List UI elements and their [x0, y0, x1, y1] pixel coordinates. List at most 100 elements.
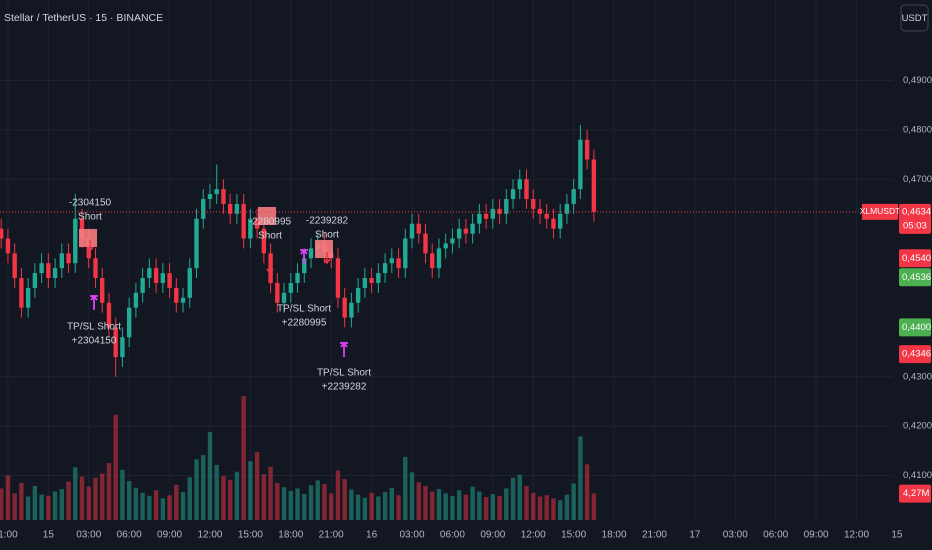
candle-body: [430, 253, 435, 269]
volume-bar: [382, 492, 388, 520]
candle-body: [355, 287, 361, 303]
volume-bar: [423, 485, 428, 520]
exit-text: TP/SL Short: [277, 304, 331, 315]
volume-bar: [207, 432, 213, 520]
volume-bar: [342, 479, 347, 520]
candle-body: [537, 208, 543, 214]
candle-body: [261, 228, 267, 254]
x-tick-label: 03:00: [400, 530, 425, 541]
volume-bar: [396, 495, 401, 520]
volume-bar: [315, 480, 320, 520]
volume-tag: [899, 484, 931, 503]
candle-body: [362, 278, 368, 288]
volume-bar: [281, 487, 287, 520]
volume-bar: [544, 495, 549, 520]
volume-bar: [248, 461, 253, 520]
volume-bar: [133, 487, 139, 520]
volume-bar: [221, 476, 226, 520]
candle-body: [59, 253, 65, 269]
currency-button-frame[interactable]: [900, 4, 929, 32]
x-tick-label: 16: [366, 530, 378, 541]
volume-bar: [578, 436, 583, 520]
candle-body: [79, 218, 85, 239]
candle-body: [510, 189, 516, 200]
volume-bar: [100, 473, 105, 520]
candle-body: [25, 287, 31, 308]
candle-body: [477, 213, 482, 224]
exit-label: +2280995: [282, 318, 327, 329]
y-tick-label: 0,4900: [903, 75, 932, 86]
x-tick-label: 09:00: [157, 530, 182, 541]
volume-bar: [524, 485, 529, 520]
volume-bar: [52, 491, 58, 520]
volume-bar: [450, 495, 455, 520]
entry-box: [79, 229, 97, 247]
price-tag-label: 0,4536: [902, 272, 931, 283]
candle-body: [517, 179, 522, 190]
candle-body: [591, 159, 597, 212]
candle-body: [423, 233, 428, 254]
symbol-tag: [862, 203, 898, 220]
volume-bar: [564, 494, 570, 520]
candle-body: [174, 287, 179, 303]
candle-body: [93, 258, 98, 279]
volume-bar: [537, 496, 543, 520]
y-tick-label: 0,4300: [903, 371, 932, 382]
currency-button[interactable]: USDT: [902, 13, 928, 24]
candle-body: [120, 337, 125, 358]
volume-bar: [531, 492, 536, 520]
x-tick-label: 17: [689, 530, 701, 541]
volume-bar: [355, 494, 361, 520]
volume-bar: [376, 496, 381, 520]
x-tick-label: 12:00: [197, 530, 222, 541]
volume-bar: [584, 464, 590, 520]
candle-body: [497, 208, 502, 214]
candle-body: [335, 258, 341, 298]
candle-body: [302, 258, 307, 274]
x-tick-label: 12:00: [844, 530, 869, 541]
x-tick-label: 09:00: [804, 530, 829, 541]
volume-bar: [12, 493, 17, 520]
entry-label: -2280995: [249, 217, 292, 228]
entry-text: Short: [315, 230, 339, 241]
candle-body: [524, 179, 529, 200]
candle-body: [126, 307, 132, 338]
candle-body: [106, 302, 112, 328]
volume-bar: [147, 495, 152, 520]
volume-bar: [322, 484, 327, 520]
candle-body: [180, 297, 186, 303]
volume-bar: [416, 482, 421, 520]
volume-bar: [66, 481, 71, 520]
volume-bar: [180, 492, 186, 520]
candle-body: [531, 199, 536, 209]
candle-body: [416, 223, 421, 234]
volume-bar: [275, 482, 280, 520]
candle-body: [295, 273, 300, 283]
candle-body: [504, 199, 509, 214]
volume-bar: [140, 492, 145, 520]
candle-body: [113, 327, 118, 358]
volume-bar: [261, 474, 267, 520]
volume-bar: [194, 459, 199, 520]
volume-bar: [409, 472, 415, 520]
volume-bar: [86, 486, 91, 520]
x-tick-label: 15: [891, 530, 903, 541]
candle-body: [133, 292, 139, 308]
candle-body: [32, 273, 38, 288]
candle-body: [288, 282, 293, 293]
volume-bar: [456, 490, 462, 520]
candle-body: [578, 139, 583, 190]
volume-bar: [25, 496, 31, 520]
volume-bar: [153, 490, 159, 520]
exit-label: +2304150: [72, 336, 117, 347]
x-tick-label: 18:00: [278, 530, 303, 541]
time-axis: [0, 520, 932, 550]
candle-body: [194, 218, 199, 269]
x-tick-label: 1:00: [0, 530, 18, 541]
candle-body: [275, 282, 280, 303]
candle-body: [564, 203, 570, 214]
trades: -2304150 Short TP/SL Short +2304150 -2280995…: [67, 198, 371, 393]
x-tick-label: 06:00: [117, 530, 142, 541]
x-tick-label: 15: [43, 530, 55, 541]
